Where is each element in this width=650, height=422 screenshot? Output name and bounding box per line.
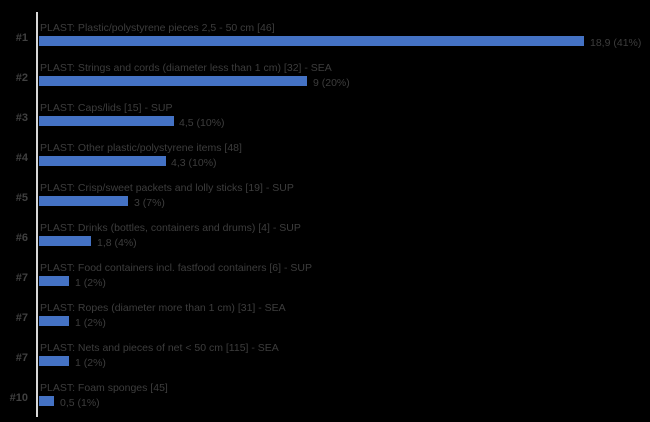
value-label: 9 (20%) [313,77,350,89]
rank-label: #2 [15,72,28,84]
bar [39,36,584,46]
bar-row-6: #6 PLAST: Drinks (bottles, containers an… [0,222,650,262]
value-label: 18,9 (41%) [590,37,642,49]
category-label: PLAST: Other plastic/polystyrene items [… [40,142,242,154]
category-label: PLAST: Strings and cords (diameter less … [40,62,332,74]
rank-label: #5 [15,192,28,204]
bar-row-4: #4 PLAST: Other plastic/polystyrene item… [0,142,650,182]
bar-row-10: #10 PLAST: Foam sponges [45] 0,5 (1%) [0,382,650,422]
bar [39,196,128,206]
rank-label: #4 [15,152,28,164]
rank-label: #10 [9,392,28,404]
rank-label: #1 [15,32,28,44]
rank-label: #7 [15,312,28,324]
bar-row-7: #7 PLAST: Food containers incl. fastfood… [0,262,650,302]
bar-row-1: #1 PLAST: Plastic/polystyrene pieces 2,5… [0,22,650,62]
rank-label: #7 [15,272,28,284]
bar-row-8: #7 PLAST: Ropes (diameter more than 1 cm… [0,302,650,342]
rank-label: #6 [15,232,28,244]
rank-label: #7 [15,352,28,364]
value-label: 1,8 (4%) [97,237,137,249]
rank-label: #3 [15,112,28,124]
category-label: PLAST: Food containers incl. fastfood co… [40,262,312,274]
bar [39,116,174,126]
category-label: PLAST: Plastic/polystyrene pieces 2,5 - … [40,22,275,34]
y-axis-line [36,12,38,417]
category-label: PLAST: Foam sponges [45] [40,382,168,394]
bar [39,316,69,326]
bar [39,276,69,286]
value-label: 0,5 (1%) [60,397,100,409]
category-label: PLAST: Nets and pieces of net < 50 cm [1… [40,342,279,354]
bar-row-2: #2 PLAST: Strings and cords (diameter le… [0,62,650,102]
category-label: PLAST: Drinks (bottles, containers and d… [40,222,301,234]
bar-row-9: #7 PLAST: Nets and pieces of net < 50 cm… [0,342,650,382]
category-label: PLAST: Ropes (diameter more than 1 cm) [… [40,302,286,314]
value-label: 3 (7%) [134,197,165,209]
category-label: PLAST: Crisp/sweet packets and lolly sti… [40,182,294,194]
bar [39,76,307,86]
value-label: 4,5 (10%) [179,117,225,129]
bar [39,236,91,246]
value-label: 1 (2%) [75,357,106,369]
category-label: PLAST: Caps/lids [15] - SUP [40,102,173,114]
bar [39,396,54,406]
value-label: 1 (2%) [75,317,106,329]
bar-row-3: #3 PLAST: Caps/lids [15] - SUP 4,5 (10%) [0,102,650,142]
value-label: 1 (2%) [75,277,106,289]
bar [39,156,166,166]
value-label: 4,3 (10%) [171,157,217,169]
bar-row-5: #5 PLAST: Crisp/sweet packets and lolly … [0,182,650,222]
bar [39,356,69,366]
